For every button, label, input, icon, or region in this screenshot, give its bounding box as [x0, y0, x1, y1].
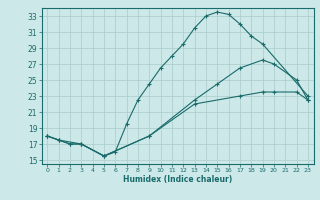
X-axis label: Humidex (Indice chaleur): Humidex (Indice chaleur): [123, 175, 232, 184]
